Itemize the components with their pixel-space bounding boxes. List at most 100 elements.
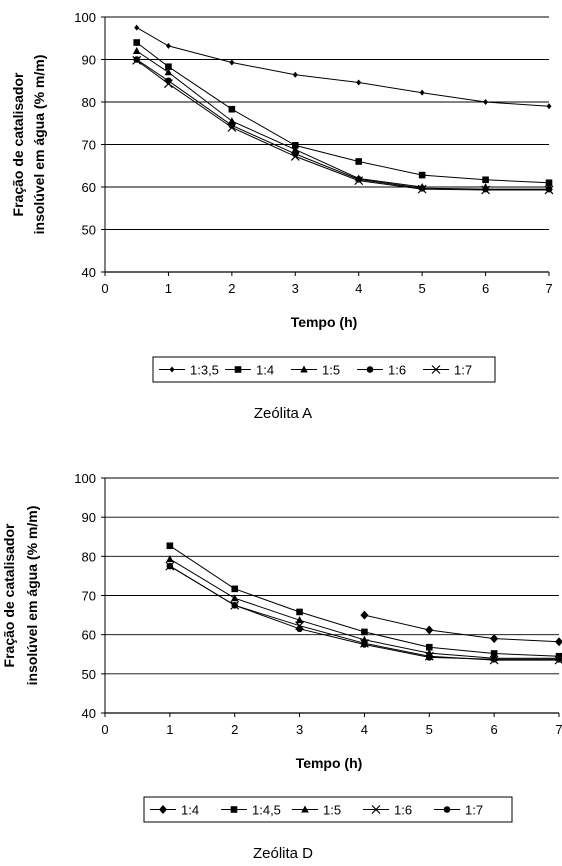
chart-2-data-point-shape xyxy=(166,562,174,570)
chart-2-legend-item: 1:6 xyxy=(363,803,412,818)
chart-2-data-point-shape xyxy=(296,625,303,633)
chart-2-legend-marker xyxy=(301,805,309,813)
chart-2-data-point xyxy=(555,656,562,663)
chart-1-data-point xyxy=(165,42,171,49)
chart-2-data-point-shape xyxy=(555,637,562,647)
chart-1-legend-label: 1:3,5 xyxy=(190,363,219,378)
chart-1-series-5 xyxy=(132,55,554,195)
chart-1-data-point xyxy=(290,151,300,161)
chart-2-data-point xyxy=(425,654,433,661)
chart-1-series-3 xyxy=(132,47,553,190)
chart-1-data-point-shape xyxy=(418,171,426,179)
chart-2-y-tick-label: 80 xyxy=(82,549,96,564)
chart-1-legend-item: 1:6 xyxy=(357,363,406,378)
chart-2-y-tick-label: 60 xyxy=(82,628,96,643)
chart-2-legend-item: 1:4 xyxy=(150,803,199,818)
chart-2-y-tick-label: 100 xyxy=(74,471,96,486)
chart-1-data-point xyxy=(132,47,141,54)
chart-2-data-point xyxy=(231,585,239,593)
chart-2-data-point-shape xyxy=(360,610,369,620)
chart-2-data-point xyxy=(361,628,368,636)
chart-1-series-2 xyxy=(133,39,553,187)
chart-1-data-point-shape xyxy=(354,176,364,186)
chart-1-data-point-shape xyxy=(164,79,173,89)
chart-2-y-tick-label: 50 xyxy=(82,667,96,682)
chart-1-x-tick-label: 7 xyxy=(545,281,552,296)
chart-1-legend-marker xyxy=(431,365,441,374)
chart-2-data-point-shape xyxy=(555,656,562,663)
chart-1-data-point xyxy=(164,79,173,89)
chart-1-legend-label: 1:6 xyxy=(388,363,406,378)
chart-2-caption: Zeólita D xyxy=(253,845,313,862)
chart-1-data-point-shape xyxy=(483,99,489,105)
chart-1-data-point xyxy=(291,145,300,153)
chart-2-series-1 xyxy=(360,610,562,647)
chart-2-legend-marker-shape xyxy=(443,806,451,813)
chart-2-data-point-shape xyxy=(295,616,304,624)
chart-1-data-point-shape xyxy=(291,145,300,153)
chart-1-data-point xyxy=(545,185,553,193)
chart-2-data-point xyxy=(360,610,369,620)
chart-1-data-point-shape xyxy=(164,68,173,76)
chart-2-y-axis-title: insolúvel em água (% m/m) xyxy=(24,506,40,686)
chart-1-y-tick-label: 90 xyxy=(82,53,96,68)
chart-2-data-point-shape xyxy=(361,628,368,636)
chart-1-data-point xyxy=(482,185,489,193)
chart-1-y-tick-label: 40 xyxy=(82,265,96,280)
chart-1-x-axis-title: Tempo (h) xyxy=(291,314,358,330)
chart-2-legend-marker-shape xyxy=(159,805,167,814)
chart-2-data-point xyxy=(490,656,498,663)
chart-1-data-point xyxy=(228,122,236,129)
chart-2-legend-item: 1:4,5 xyxy=(221,803,281,818)
chart-2-x-tick-label: 0 xyxy=(101,722,108,737)
chart-1-data-point-shape xyxy=(132,55,142,65)
chart-1-y-tick-label: 100 xyxy=(74,10,96,25)
chart-2-data-point-shape xyxy=(490,634,499,644)
chart-2-data-point xyxy=(166,562,174,570)
chart-2-y-tick-label: 40 xyxy=(82,706,96,721)
chart-2-data-point-shape xyxy=(296,608,303,616)
chart-1-data-point-shape xyxy=(134,24,140,31)
chart-2-series-5 xyxy=(166,562,562,663)
chart-2-data-point xyxy=(490,650,498,657)
chart-1-data-point-shape xyxy=(544,185,554,195)
chart-1-series-line xyxy=(136,27,550,107)
chart-2-legend-item: 1:7 xyxy=(434,803,483,818)
chart-1-data-point-shape xyxy=(292,71,298,78)
chart-1-legend-item: 1:4 xyxy=(225,363,274,378)
chart-1-data-point-shape xyxy=(133,39,141,46)
chart-1-data-point-shape xyxy=(482,185,489,193)
chart-2-legend-label: 1:6 xyxy=(394,803,412,818)
chart-1-data-point xyxy=(292,71,298,78)
chart-2-data-point xyxy=(361,641,368,648)
chart-1-data-point xyxy=(544,185,554,195)
chart-1-data-point xyxy=(418,184,426,192)
chart-1-legend-label: 1:7 xyxy=(454,363,472,378)
chart-2-x-tick-label: 4 xyxy=(361,722,368,737)
chart-2-data-point xyxy=(555,637,562,647)
chart-2-series-line xyxy=(364,614,560,643)
chart-1-legend-label: 1:4 xyxy=(256,363,274,378)
chart-2-data-point-shape xyxy=(166,555,174,563)
chart-1-data-point-shape xyxy=(545,179,553,187)
chart-2-data-point-shape xyxy=(231,585,239,593)
chart-1-legend-marker xyxy=(300,365,308,373)
chart-2-x-tick-label: 2 xyxy=(231,722,238,737)
chart-1-data-point xyxy=(165,63,172,71)
chart-1-data-point xyxy=(291,142,299,149)
chart-2-legend-marker xyxy=(230,806,238,813)
chart-1-data-point xyxy=(227,123,237,132)
chart-1-legend-marker-shape xyxy=(169,366,175,373)
chart-1-x-tick-label: 1 xyxy=(165,281,172,296)
chart-2-y-axis-title: Fração de catalisador xyxy=(1,523,17,668)
chart-1-x-tick-label: 6 xyxy=(482,281,489,296)
chart-1-series-line xyxy=(136,42,550,184)
chart-1-series-line xyxy=(136,59,549,190)
chart-2-data-point xyxy=(230,594,239,602)
chart-1-data-point xyxy=(132,55,142,65)
chart-2-data-point xyxy=(166,542,174,550)
chart-1-legend-item: 1:7 xyxy=(423,363,472,378)
chart-1-data-point-shape xyxy=(482,176,489,184)
chart-2-x-tick-label: 5 xyxy=(426,722,433,737)
chart-2-data-point-shape xyxy=(231,601,239,609)
